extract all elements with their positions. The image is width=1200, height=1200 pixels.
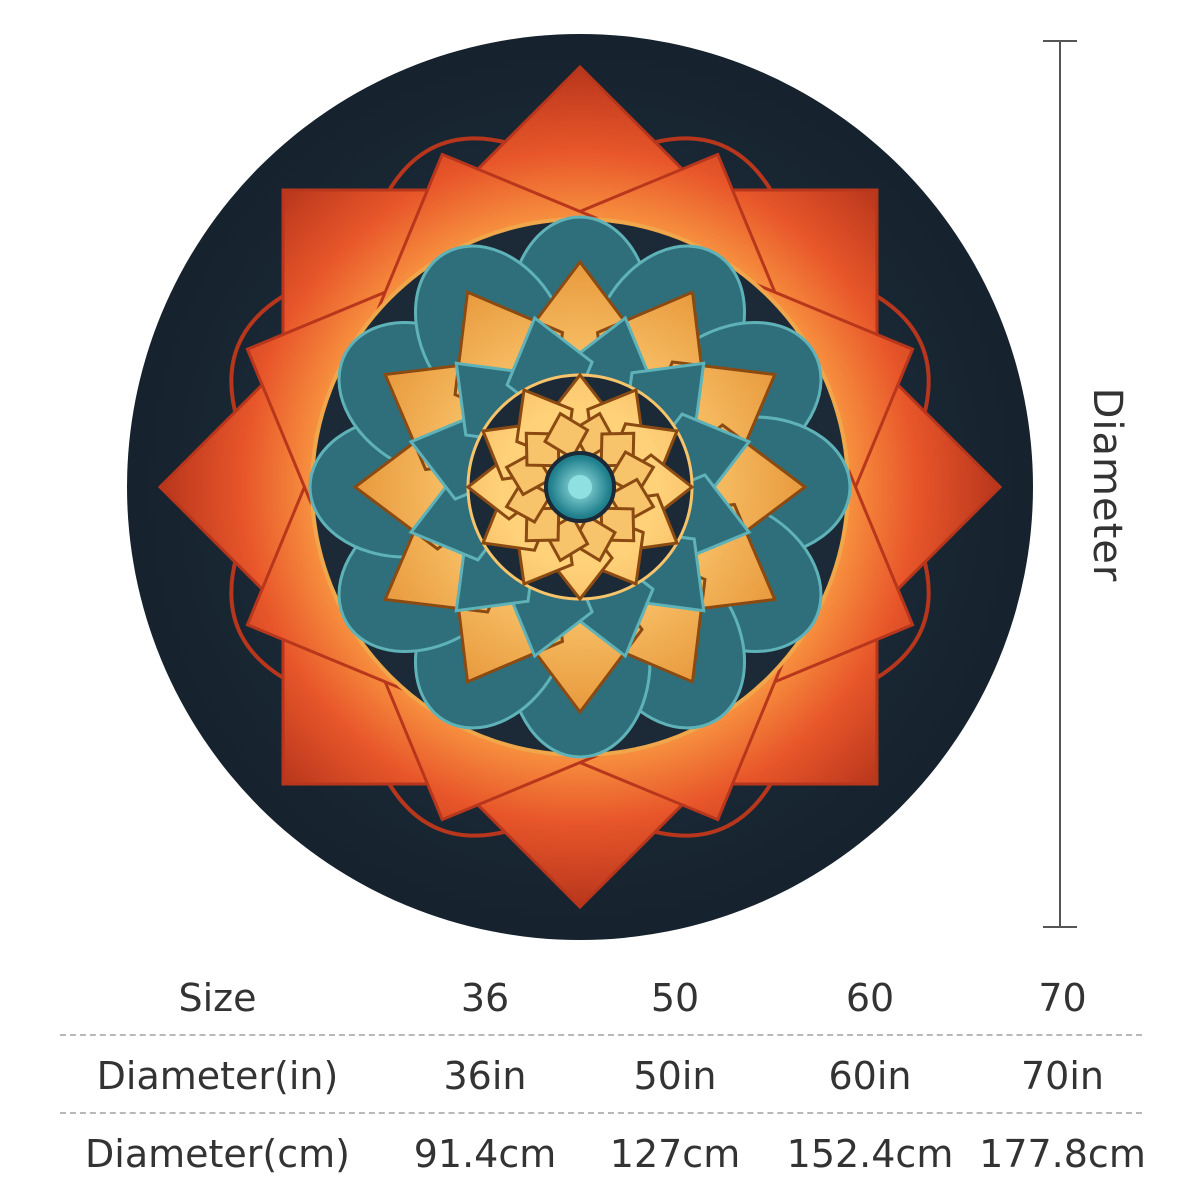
table-cell: 36 (460, 976, 510, 1020)
dimension-bottom-cap (1043, 926, 1077, 928)
table-cell: 70in (1021, 1054, 1104, 1098)
table-cell: 50in (633, 1054, 717, 1098)
size-table: Size 36 50 60 70 Diameter(in) 36in 50in … (0, 960, 1200, 1200)
mandala-rug-image (127, 34, 1033, 940)
table-cell: 152.4cm (786, 1132, 954, 1176)
diameter-cm-row: Diameter(cm) 91.4cm 127cm 152.4cm 177.8c… (0, 1116, 1200, 1192)
size-row: Size 36 50 60 70 (0, 960, 1200, 1036)
table-cell: 91.4cm (413, 1132, 557, 1176)
table-cell: 70 (1038, 976, 1087, 1020)
table-cell: 50 (650, 976, 700, 1020)
dimension-label: Diameter (1084, 387, 1130, 583)
row-header: Diameter(cm) (85, 1132, 350, 1176)
table-cell: 127cm (609, 1132, 741, 1176)
inner-petal-layer (465, 372, 695, 602)
table-cell: 36in (443, 1054, 527, 1098)
table-cell: 60 (845, 976, 895, 1020)
inner-small-petal (543, 411, 590, 461)
dimension-line (1059, 40, 1061, 927)
row-header: Size (178, 976, 257, 1020)
table-cell: 60in (828, 1054, 912, 1098)
row-header: Diameter(in) (96, 1054, 339, 1098)
row-divider (60, 1034, 1142, 1036)
diameter-in-row: Diameter(in) 36in 50in 60in 70in (0, 1038, 1200, 1114)
center-dot (568, 475, 592, 499)
row-divider (60, 1112, 1142, 1114)
table-cell: 177.8cm (979, 1132, 1146, 1176)
